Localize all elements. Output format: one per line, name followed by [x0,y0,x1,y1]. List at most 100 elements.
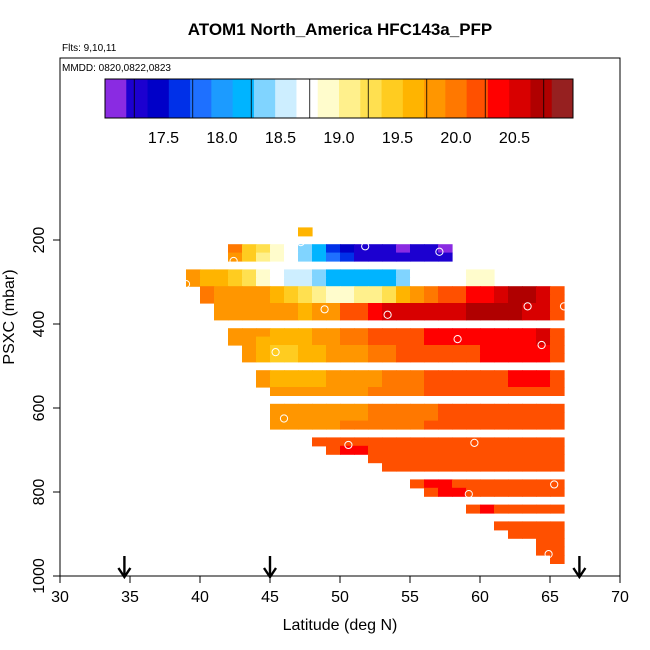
heatmap-cell [550,462,565,472]
heatmap-cell [326,345,341,354]
heatmap-cell [424,454,439,464]
heatmap-cell [508,420,523,430]
sample-point [383,310,392,319]
heatmap-cell [326,336,341,346]
heatmap-cell [284,303,299,312]
heatmap-cell [480,420,495,430]
heatmap-cell [522,403,537,413]
heatmap-cell [382,437,397,447]
heatmap-cell [522,345,537,354]
heatmap-cell [396,277,411,287]
heatmap-cell [466,294,481,304]
heatmap-cell [410,353,425,363]
heatmap-cell [480,328,495,338]
y-axis-label: PSXC (mbar) [1,269,18,364]
heatmap-cell [438,277,453,287]
heatmap-cell [550,521,565,531]
heatmap-cell [494,403,509,413]
colorbar-segment [147,79,170,118]
colorbar-tick-label: 20.5 [499,130,530,147]
heatmap-cell [410,252,425,262]
heatmap-cell [424,479,439,489]
heatmap-cell [424,244,439,254]
heatmap-cell [354,311,369,321]
heatmap-cell [424,462,439,472]
heatmap-cell [424,311,439,321]
heatmap-cell [396,412,411,422]
heatmap-cell [312,403,327,413]
heatmap-cell [452,479,467,489]
heatmap-cell [284,252,299,262]
heatmap-cell [424,286,439,296]
heatmap-cell [452,403,467,413]
heatmap-cell [284,370,299,380]
heatmap-cell [466,336,481,346]
heatmap-cell [256,294,271,304]
heatmap-cell [410,294,425,304]
heatmap-cell [368,294,383,304]
colorbar-tick-label: 19.5 [382,130,413,147]
heatmap-cell [298,420,313,430]
dates-annotation: MMDD: 0820,0822,0823 [62,63,171,74]
heatmap-cell [508,286,523,296]
heatmap-cell [550,529,565,539]
heatmap-cell [186,269,201,279]
colorbar-segment [211,79,234,118]
heatmap-cell [480,445,495,455]
heatmap-cell [452,311,467,321]
heatmap-cell [438,311,453,321]
heatmap-cell [438,378,453,388]
heatmap-cell [494,454,509,464]
heatmap-cell [424,353,439,363]
heatmap-cell [480,345,495,354]
heatmap-cell [494,311,509,321]
heatmap-cell [480,504,495,514]
heatmap-cell [494,387,509,396]
heatmap-cell [536,445,551,455]
heatmap-cell [396,303,411,312]
heatmap-cell [424,387,439,396]
heatmap-cell [410,378,425,388]
heatmap-cell [494,479,509,489]
heatmap-cell [340,336,355,346]
heatmap-cell [326,294,341,304]
heatmap-cell [284,328,299,338]
heatmap-cell [312,336,327,346]
heatmap-cell [508,328,523,338]
colorbar-segment [232,79,255,118]
heatmap-cell [522,378,537,388]
colorbar-tick-label: 20.0 [440,130,471,147]
heatmap-cell [382,403,397,413]
heatmap-cell [270,244,285,254]
heatmap-cell [382,445,397,455]
colorbar-segment [296,79,319,118]
heatmap-cell [480,487,495,497]
chart-title: ATOM1 North_America HFC143a_PFP [188,20,493,39]
heatmap-cell [508,454,523,464]
y-tick-label: 1000 [31,558,48,594]
heatmap-cell [270,303,285,312]
heatmap-cell [368,370,383,380]
heatmap-cell [340,303,355,312]
heatmap-cell [424,328,439,338]
heatmap-cell [508,412,523,422]
heatmap-cell [312,277,327,287]
heatmap-cell [424,487,439,497]
heatmap-cell [522,445,537,455]
heatmap-cell [256,378,271,388]
heatmap-cell [312,303,327,312]
y-tick-label: 600 [31,395,48,422]
colorbar-segment [424,79,446,118]
heatmap-cell [522,286,537,296]
heatmap-cell [452,303,467,312]
heatmap-cell [368,311,383,321]
heatmap-cell [396,328,411,338]
heatmap-cell [256,269,271,279]
sample-point [271,348,280,357]
x-tick-label: 30 [51,589,69,606]
y-tick-label: 800 [31,479,48,506]
heatmap-cell [354,244,369,254]
heatmap-cell [438,462,453,472]
heatmap-cell [466,269,481,279]
